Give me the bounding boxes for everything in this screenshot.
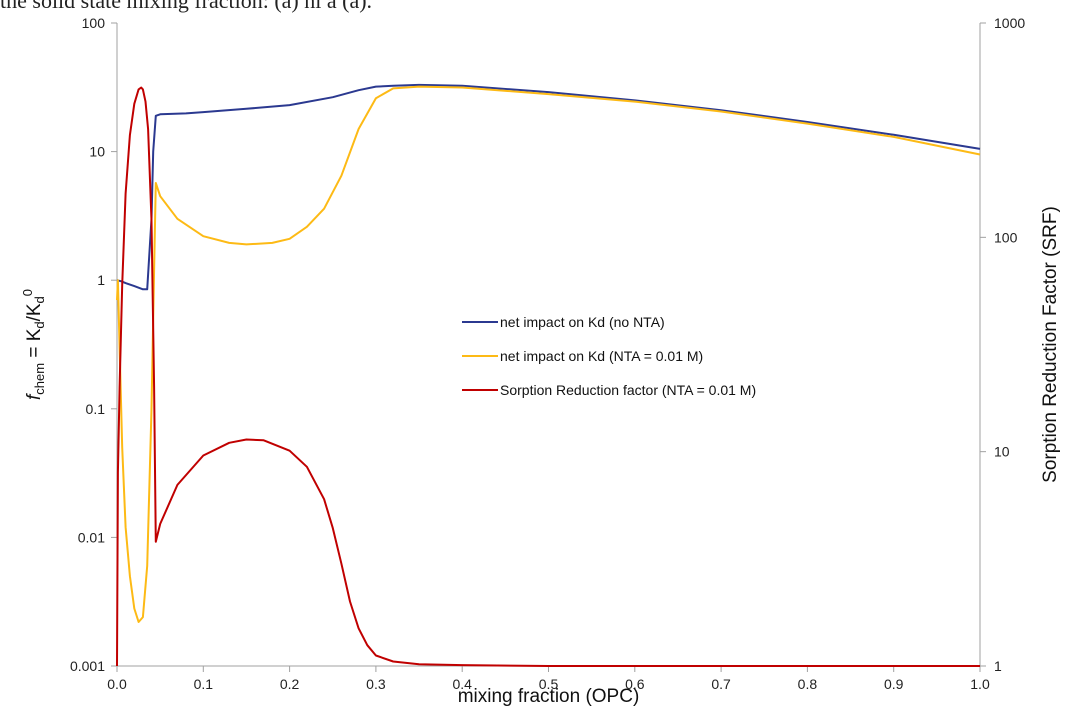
y-label-slash: /K: [24, 303, 45, 321]
x-tick-label: 0.2: [280, 676, 300, 692]
series-line-no-nta: [116, 83, 981, 291]
y-tick-label: 100: [82, 15, 106, 31]
y-axis-title: fchem = Kd/Kd0: [20, 289, 47, 400]
legend-entry: net impact on Kd (no NTA): [500, 314, 665, 330]
x-tick-label: 0.9: [884, 676, 904, 692]
y2-tick-label: 10: [994, 444, 1010, 460]
x-axis-title: mixing fraction (OPC): [458, 686, 640, 707]
y-tick-label: 10: [89, 144, 105, 160]
x-tick-label: 0.1: [194, 676, 214, 692]
y-label-d2: d: [32, 296, 47, 303]
x-tick-label: 0.3: [366, 676, 386, 692]
y-label-f: f: [24, 393, 45, 400]
y-tick-label: 0.001: [70, 658, 105, 674]
y-tick-label: 1: [97, 272, 105, 288]
x-tick-label: 0.6: [625, 676, 645, 692]
x-tick-label: 0.7: [711, 676, 731, 692]
y2-tick-label: 1: [994, 658, 1002, 674]
x-tick-label: 1.0: [970, 676, 990, 692]
y-tick-label: 0.1: [86, 401, 106, 417]
y-label-zero: 0: [20, 289, 35, 296]
y-label-chem: chem: [32, 363, 47, 395]
y-label-eq: = K: [24, 328, 45, 363]
figure-caption: the solid state mixing fraction: (a) hi …: [0, 0, 373, 13]
series-line-nta: [116, 85, 981, 623]
legend-entry: Sorption Reduction factor (NTA = 0.01 M): [500, 382, 756, 398]
legend-entry: net impact on Kd (NTA = 0.01 M): [500, 348, 703, 364]
y2-tick-label: 1000: [994, 15, 1025, 31]
y2-axis-title: Sorption Reduction Factor (SRF): [1040, 206, 1061, 483]
x-tick-label: 0.0: [107, 676, 127, 692]
y2-tick-label: 100: [994, 229, 1018, 245]
x-tick-label: 0.5: [539, 676, 559, 692]
series-line-srf: [116, 86, 980, 667]
series-layer: [116, 83, 981, 667]
y-tick-label: 0.01: [78, 529, 105, 545]
x-tick-label: 0.4: [452, 676, 472, 692]
x-tick-label: 0.8: [798, 676, 818, 692]
legend: net impact on Kd (no NTA) net impact on K…: [462, 314, 756, 398]
y-label-d1: d: [32, 321, 47, 328]
